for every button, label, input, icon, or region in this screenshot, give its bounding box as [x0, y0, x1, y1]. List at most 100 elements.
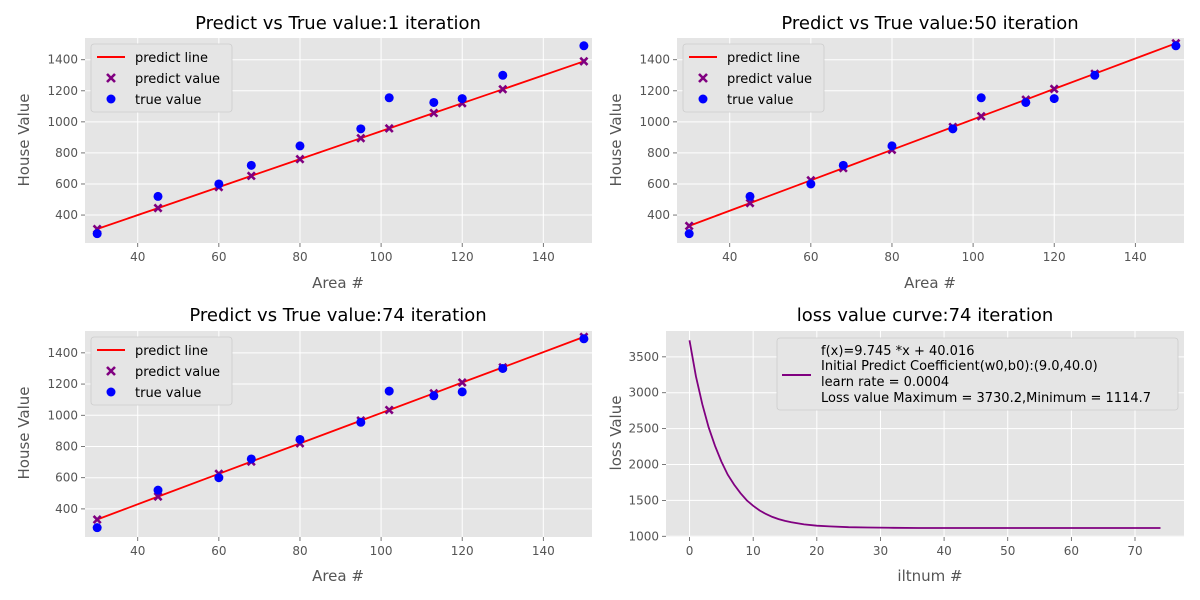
- legend-label: predict line: [135, 344, 208, 359]
- y-axis-label-2: House Value: [607, 94, 625, 187]
- x-tick-label: 140: [532, 544, 555, 558]
- x-tick-label: 80: [292, 544, 307, 558]
- predict-value-point: [457, 377, 467, 388]
- x-axis-label-2: Area #: [904, 274, 956, 292]
- y-axis-label-4: loss Value: [607, 396, 625, 471]
- true-value-point: [214, 473, 224, 483]
- y-tick-label: 1200: [47, 84, 78, 98]
- legend-2: predict line predict value true value: [682, 43, 825, 113]
- panel-4: 0 10 20 30 40 50 60 70100015002000250030003500 …: [607, 305, 1184, 585]
- x-tick-label: 40: [130, 544, 145, 558]
- legend-label: Initial Predict Coefficient(w0,b0):(9.0,…: [821, 359, 1098, 374]
- panel-3: 40 60 80 100 120 140 400 600 800 1000 1200 1400 Pre…: [15, 305, 592, 585]
- y-tick-label: 1000: [628, 529, 659, 543]
- x-tick-label: 0: [686, 544, 694, 558]
- x-tick-label: 140: [532, 250, 555, 264]
- true-value-point: [295, 141, 305, 151]
- x-tick-label: 120: [1043, 250, 1066, 264]
- legend-label: predict value: [727, 72, 812, 87]
- legend-dot-marker: [106, 387, 116, 397]
- true-value-point: [457, 94, 467, 104]
- x-axis-label-1: Area #: [312, 274, 364, 292]
- x-tick-label: 40: [936, 544, 951, 558]
- predict-value-point: [92, 515, 102, 525]
- true-value-point: [246, 160, 256, 170]
- x-tick-label: 60: [803, 250, 818, 264]
- predict-value-point: [246, 171, 256, 181]
- true-value-point: [498, 70, 508, 80]
- x-tick-label: 140: [1124, 250, 1147, 264]
- legend-label: Loss value Maximum = 3730.2,Minimum = 11…: [821, 391, 1151, 406]
- x-tick-label: 100: [962, 250, 985, 264]
- x-tick-label: 80: [884, 250, 899, 264]
- series-line: [688, 340, 1161, 529]
- true-value-point: [153, 485, 163, 495]
- y-tick-label: 1200: [639, 84, 670, 98]
- true-value-point: [806, 179, 816, 189]
- predict-value-point: [153, 203, 163, 213]
- y-tick-label: 1400: [639, 53, 670, 67]
- predict-value-point: [498, 84, 508, 94]
- x-tick-label: 60: [211, 250, 226, 264]
- y-tick-label: 400: [55, 208, 78, 222]
- x-tick-label: 50: [1000, 544, 1015, 558]
- chart-title-4: loss value curve:74 iteration: [797, 305, 1054, 326]
- legend-label: true value: [135, 386, 201, 401]
- y-tick-label: 1500: [628, 493, 659, 507]
- y-tick-label: 2000: [628, 458, 659, 472]
- true-value-point: [579, 334, 589, 344]
- x-tick-label: 100: [370, 250, 393, 264]
- legend-label: true value: [727, 93, 793, 108]
- legend-label: predict line: [135, 51, 208, 66]
- x-tick-label: 10: [746, 544, 761, 558]
- true-value-point: [384, 93, 394, 103]
- true-value-point: [1049, 94, 1059, 104]
- true-value-point: [92, 523, 102, 533]
- true-value-point: [429, 391, 439, 401]
- y-tick-label: 1000: [47, 115, 78, 129]
- legend-dot-marker: [698, 94, 708, 104]
- x-tick-label: 30: [873, 544, 888, 558]
- legend-3: predict line predict value true value: [90, 336, 233, 406]
- true-value-point: [1171, 41, 1181, 51]
- true-value-point: [976, 93, 986, 103]
- true-value-point: [295, 434, 305, 444]
- true-value-point: [579, 41, 589, 51]
- predict-value-point: [745, 198, 755, 208]
- true-value-point: [838, 160, 848, 170]
- y-tick-label: 400: [647, 208, 670, 222]
- x-tick-label: 100: [370, 544, 393, 558]
- x-tick-label: 60: [211, 544, 226, 558]
- legend-1: predict line predict value true value: [90, 43, 233, 113]
- chart-title-3: Predict vs True value:74 iteration: [189, 305, 486, 326]
- predict-value-point: [153, 492, 163, 502]
- y-tick-label: 600: [55, 471, 78, 485]
- true-value-point: [887, 141, 897, 151]
- legend-x-marker: [106, 366, 116, 376]
- legend-label: predict value: [135, 72, 220, 87]
- legend-label: f(x)=9.745 *x + 40.016: [821, 344, 975, 359]
- chart-title-2: Predict vs True value:50 iteration: [781, 13, 1078, 34]
- true-value-point: [384, 386, 394, 396]
- x-tick-label: 120: [451, 544, 474, 558]
- legend-label: predict value: [135, 365, 220, 380]
- predict-value-point: [384, 405, 394, 415]
- panel-1: 40 60 80 100 120 140 400 600 800 1000 1200 1400 Pre…: [15, 13, 592, 292]
- y-tick-label: 1200: [47, 377, 78, 391]
- legend-x-marker: [106, 73, 116, 83]
- predict-value-point: [356, 133, 366, 143]
- true-value-point: [684, 229, 694, 239]
- y-tick-label: 600: [55, 177, 78, 191]
- x-axis-label-4: iltnum #: [897, 567, 962, 585]
- legend-label: true value: [135, 93, 201, 108]
- x-tick-label: 40: [722, 250, 737, 264]
- legend-x-marker: [698, 73, 708, 83]
- x-tick-label: 70: [1127, 544, 1142, 558]
- y-tick-label: 1000: [47, 408, 78, 422]
- y-tick-label: 3500: [628, 350, 659, 364]
- x-tick-label: 20: [809, 544, 824, 558]
- y-tick-label: 400: [55, 502, 78, 516]
- true-value-point: [745, 191, 755, 201]
- y-tick-label: 800: [55, 146, 78, 160]
- y-axis-label-3: House Value: [15, 387, 33, 480]
